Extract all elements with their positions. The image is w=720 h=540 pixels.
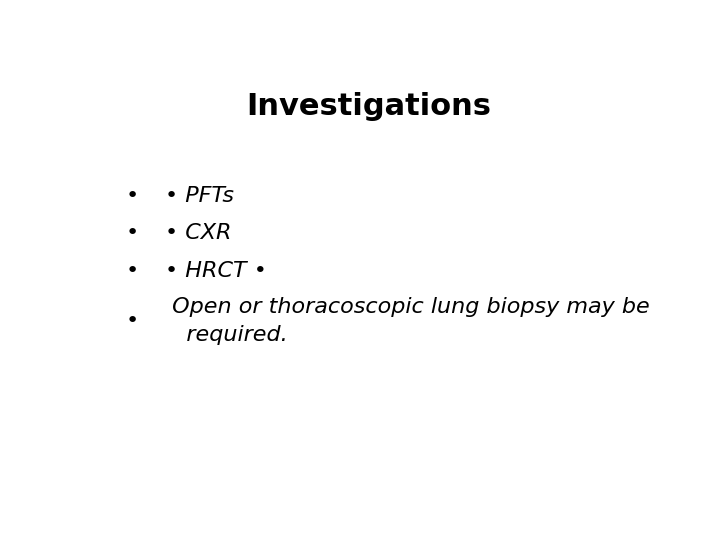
Text: • PFTs: • PFTs [166,186,234,206]
Text: Open or thoracoscopic lung biopsy may be
   required.: Open or thoracoscopic lung biopsy may be… [166,296,650,345]
Text: •: • [125,261,138,281]
Text: •: • [125,223,138,243]
Text: • CXR: • CXR [166,223,232,243]
Text: •: • [125,186,138,206]
Text: •: • [125,310,138,330]
Text: Investigations: Investigations [246,92,492,121]
Text: • HRCT •: • HRCT • [166,261,267,281]
